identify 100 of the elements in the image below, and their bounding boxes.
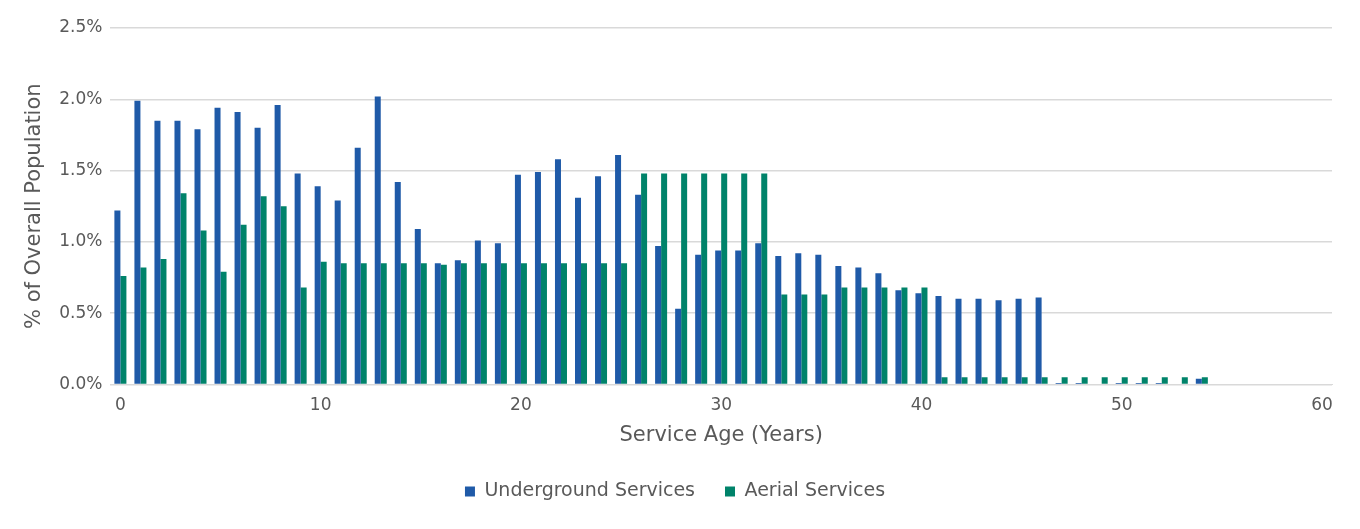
y-tick-label: 0.5% bbox=[59, 301, 103, 322]
x-tick-label: 0 bbox=[114, 394, 126, 415]
bar bbox=[915, 293, 922, 384]
bar bbox=[394, 181, 401, 384]
bar bbox=[701, 173, 708, 384]
bar bbox=[320, 261, 327, 384]
bar bbox=[895, 290, 902, 384]
bar bbox=[1141, 377, 1148, 384]
bar bbox=[460, 263, 467, 384]
bar bbox=[581, 263, 588, 384]
bar bbox=[414, 229, 421, 384]
bar bbox=[400, 263, 407, 384]
bar bbox=[274, 104, 281, 384]
bar bbox=[420, 263, 427, 384]
bar bbox=[835, 266, 842, 384]
bar bbox=[314, 186, 321, 384]
bar bbox=[935, 296, 942, 384]
bar bbox=[280, 206, 287, 384]
bar bbox=[114, 210, 121, 384]
bar bbox=[741, 173, 748, 384]
bar bbox=[781, 294, 788, 384]
bar bbox=[514, 174, 521, 384]
bar bbox=[795, 253, 802, 384]
bar bbox=[1195, 378, 1202, 384]
y-tick-label: 1.5% bbox=[59, 158, 103, 179]
y-tick-label: 2.0% bbox=[59, 87, 103, 108]
bar bbox=[340, 263, 347, 384]
bar bbox=[380, 263, 387, 384]
bar bbox=[454, 260, 461, 384]
bar bbox=[1101, 377, 1108, 384]
bar bbox=[995, 300, 1002, 384]
bar bbox=[901, 287, 908, 384]
y-axis-title: % of Overall Population bbox=[21, 83, 46, 329]
bar bbox=[260, 196, 267, 384]
bar bbox=[554, 159, 561, 384]
y-tick-label: 0.0% bbox=[59, 372, 103, 393]
bar bbox=[434, 263, 441, 384]
bar bbox=[761, 173, 768, 384]
bar bbox=[194, 129, 201, 384]
bar bbox=[500, 263, 507, 384]
bar bbox=[595, 176, 602, 384]
bar bbox=[1181, 377, 1188, 384]
bar bbox=[1035, 297, 1042, 384]
bar bbox=[675, 308, 682, 384]
bar bbox=[1161, 377, 1168, 384]
bar bbox=[801, 294, 808, 384]
bar bbox=[540, 263, 547, 384]
bar bbox=[180, 193, 187, 384]
bar bbox=[821, 294, 828, 384]
x-axis-title: Service Age (Years) bbox=[619, 421, 823, 446]
bar bbox=[174, 120, 181, 384]
bar bbox=[715, 250, 722, 384]
bar bbox=[1081, 377, 1088, 384]
x-tick-label: 30 bbox=[710, 394, 733, 415]
bar bbox=[695, 254, 702, 384]
bar bbox=[635, 194, 642, 384]
x-tick-label: 50 bbox=[1110, 394, 1133, 415]
bar bbox=[981, 377, 988, 384]
bar bbox=[480, 263, 487, 384]
bar bbox=[881, 287, 888, 384]
bar bbox=[681, 173, 688, 384]
bar bbox=[861, 287, 868, 384]
bar bbox=[621, 263, 628, 384]
bar bbox=[775, 256, 782, 384]
bar bbox=[615, 154, 622, 384]
bar bbox=[1041, 377, 1048, 384]
bar bbox=[975, 298, 982, 384]
bar bbox=[300, 287, 307, 384]
x-tick-label: 60 bbox=[1311, 394, 1333, 415]
bar bbox=[941, 377, 948, 384]
bar bbox=[875, 273, 882, 384]
bar bbox=[1061, 377, 1068, 384]
bar bbox=[240, 224, 247, 384]
bar bbox=[374, 96, 381, 384]
y-tick-label: 2.5% bbox=[59, 16, 103, 37]
bar bbox=[575, 197, 582, 384]
bar bbox=[120, 276, 127, 384]
bar bbox=[755, 243, 762, 384]
bar bbox=[1121, 377, 1128, 384]
bar bbox=[254, 127, 261, 384]
bar bbox=[534, 171, 541, 384]
bar bbox=[160, 258, 167, 384]
bar bbox=[474, 240, 481, 384]
bar bbox=[440, 264, 447, 384]
bar bbox=[655, 246, 662, 384]
x-tick-label: 10 bbox=[309, 394, 332, 415]
bar bbox=[721, 173, 728, 384]
bar bbox=[214, 107, 221, 384]
legend-label: Aerial Services bbox=[744, 478, 886, 501]
bar bbox=[961, 377, 968, 384]
bar bbox=[134, 100, 141, 384]
bar bbox=[200, 230, 207, 384]
bar bbox=[841, 287, 848, 384]
bar bbox=[921, 287, 928, 384]
bar bbox=[220, 271, 227, 384]
bar bbox=[1021, 377, 1028, 384]
bar bbox=[601, 263, 608, 384]
bar bbox=[855, 267, 862, 384]
bar bbox=[1015, 298, 1022, 384]
bar bbox=[1201, 377, 1208, 384]
